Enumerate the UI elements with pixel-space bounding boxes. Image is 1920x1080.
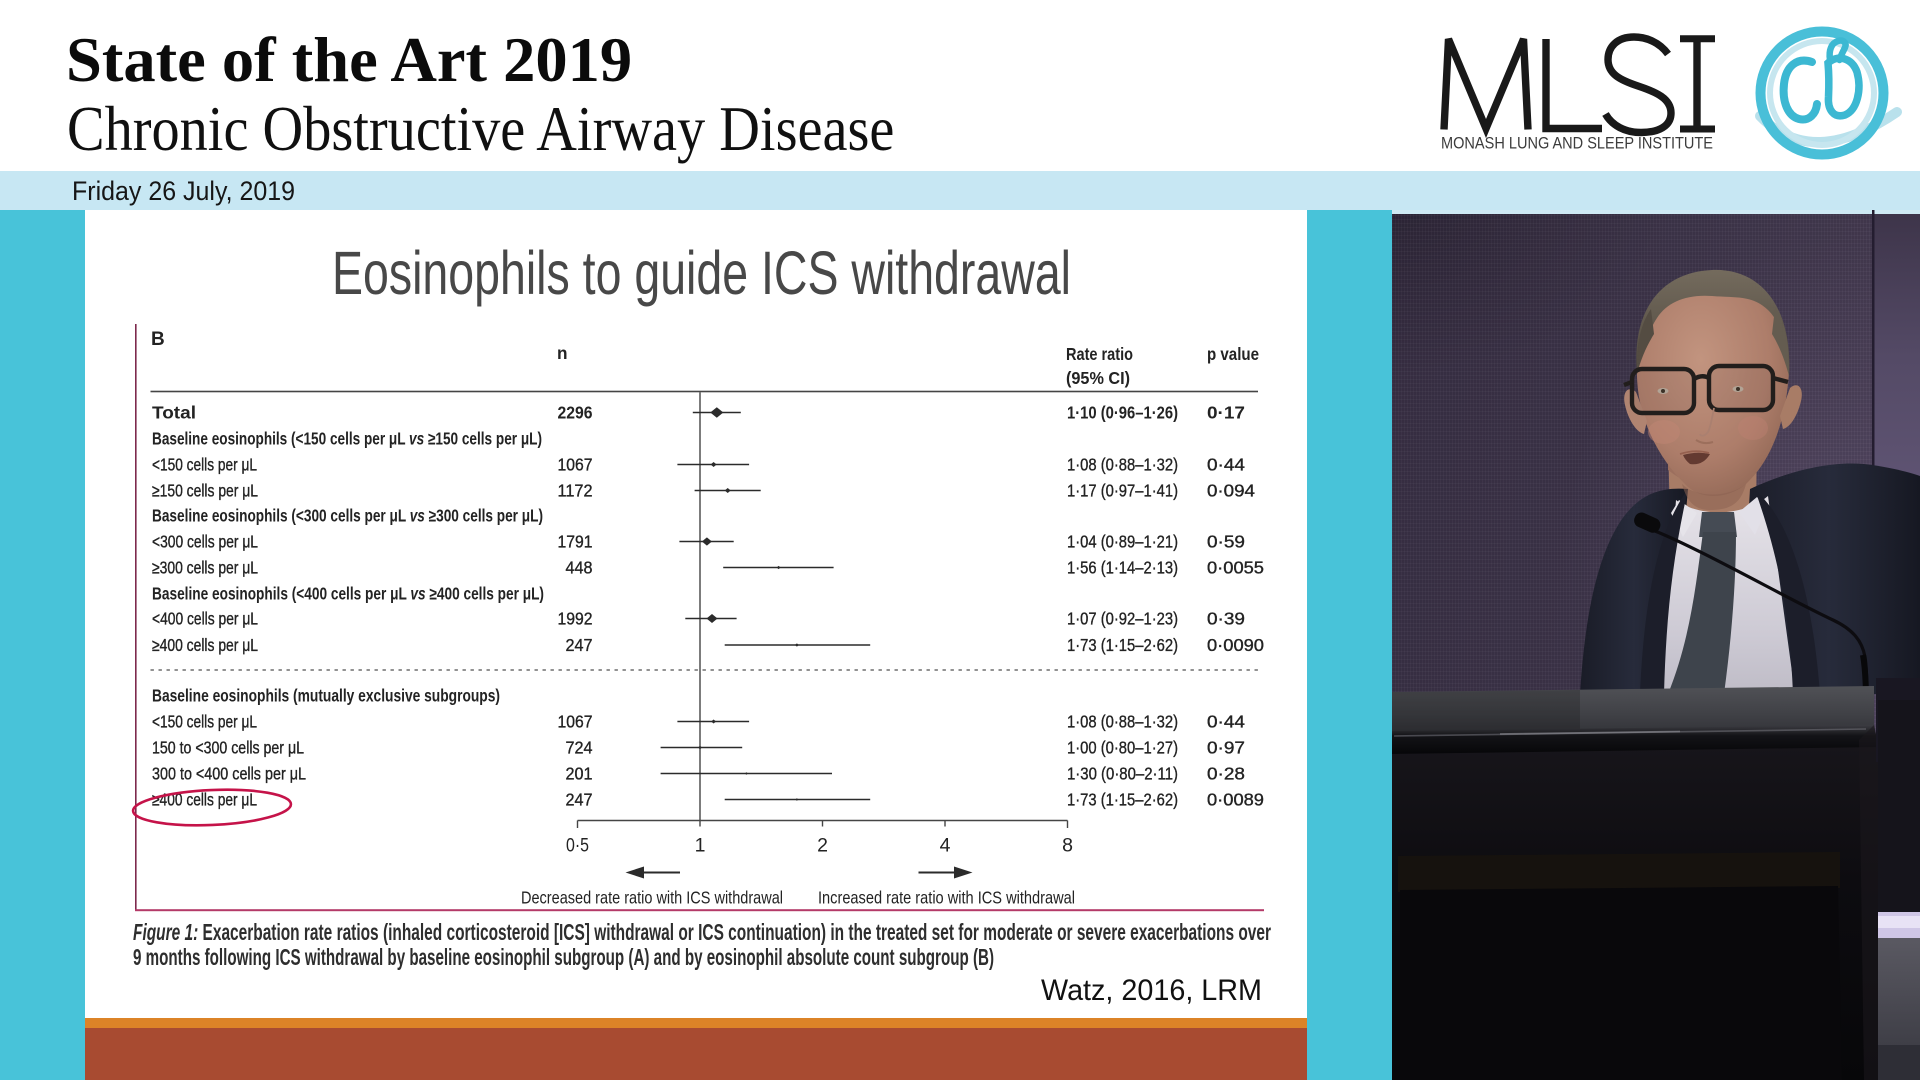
- svg-text:8: 8: [1062, 835, 1073, 857]
- svg-text:Baseline eosinophils (mutually: Baseline eosinophils (mutually exclusive…: [152, 686, 500, 706]
- svg-text:0·59: 0·59: [1207, 532, 1245, 552]
- svg-text:1·73 (1·15–2·62): 1·73 (1·15–2·62): [1067, 790, 1178, 810]
- svg-text:<400 cells per μL: <400 cells per μL: [152, 609, 258, 629]
- svg-text:0·0090: 0·0090: [1207, 635, 1264, 655]
- svg-text:1·00 (0·80–1·27): 1·00 (0·80–1·27): [1067, 738, 1178, 758]
- svg-text:≥400 cells per μL: ≥400 cells per μL: [152, 635, 258, 655]
- svg-text:0·5: 0·5: [566, 835, 589, 857]
- svg-text:Baseline eosinophils (<150 cel: Baseline eosinophils (<150 cells per μL …: [152, 429, 542, 449]
- svg-text:1067: 1067: [558, 712, 593, 732]
- svg-text:Increased rate ratio with ICS: Increased rate ratio with ICS withdrawal: [818, 888, 1075, 908]
- svg-text:Eosinophils to guide ICS withd: Eosinophils to guide ICS withdrawal: [332, 239, 1071, 307]
- svg-text:1·04 (0·89–1·21): 1·04 (0·89–1·21): [1067, 532, 1178, 552]
- svg-text:1992: 1992: [558, 609, 593, 629]
- svg-text:724: 724: [566, 738, 593, 758]
- svg-text:300 to <400 cells per μL: 300 to <400 cells per μL: [152, 764, 306, 784]
- svg-text:150 to <300 cells per μL: 150 to <300 cells per μL: [152, 738, 304, 758]
- svg-text:<300 cells per μL: <300 cells per μL: [152, 532, 258, 552]
- svg-text:1·56 (1·14–2·13): 1·56 (1·14–2·13): [1067, 558, 1178, 578]
- svg-text:2: 2: [817, 835, 828, 857]
- svg-text:1·08 (0·88–1·32): 1·08 (0·88–1·32): [1067, 455, 1178, 475]
- svg-text:≥300 cells per μL: ≥300 cells per μL: [152, 558, 258, 578]
- svg-text:Baseline eosinophils (<400 cel: Baseline eosinophils (<400 cells per μL …: [152, 584, 544, 604]
- svg-text:Total: Total: [152, 403, 196, 423]
- svg-text:Rate ratio: Rate ratio: [1066, 344, 1133, 364]
- svg-text:0·094: 0·094: [1207, 481, 1255, 501]
- svg-text:0·0055: 0·0055: [1207, 558, 1264, 578]
- svg-text:<150 cells per μL: <150 cells per μL: [152, 455, 257, 475]
- svg-text:9 months following ICS withdra: 9 months following ICS withdrawal by bas…: [133, 944, 994, 970]
- svg-text:<150 cells per μL: <150 cells per μL: [152, 712, 257, 732]
- svg-text:247: 247: [566, 635, 593, 655]
- svg-text:(95% CI): (95% CI): [1066, 368, 1130, 388]
- svg-text:p value: p value: [1207, 344, 1259, 364]
- svg-text:1·08 (0·88–1·32): 1·08 (0·88–1·32): [1067, 712, 1178, 732]
- svg-text:1·17 (0·97–1·41): 1·17 (0·97–1·41): [1067, 481, 1178, 501]
- svg-text:2296: 2296: [558, 403, 593, 423]
- svg-text:0·97: 0·97: [1207, 738, 1245, 758]
- svg-text:1067: 1067: [558, 455, 593, 475]
- svg-text:1·07 (0·92–1·23): 1·07 (0·92–1·23): [1067, 609, 1178, 629]
- svg-text:Decreased rate ratio with ICS: Decreased rate ratio with ICS withdrawal: [521, 888, 783, 908]
- svg-text:247: 247: [566, 790, 593, 810]
- svg-text:0·28: 0·28: [1207, 764, 1245, 784]
- svg-text:Watz, 2016, LRM: Watz, 2016, LRM: [1041, 974, 1262, 1007]
- svg-text:MONASH LUNG AND SLEEP INSTITUT: MONASH LUNG AND SLEEP INSTITUTE: [1441, 135, 1713, 153]
- svg-text:1172: 1172: [558, 481, 593, 501]
- svg-text:1·30 (0·80–2·11): 1·30 (0·80–2·11): [1067, 764, 1178, 784]
- svg-text:1: 1: [695, 835, 706, 857]
- svg-text:4: 4: [940, 835, 951, 857]
- svg-text:0·44: 0·44: [1207, 455, 1245, 475]
- svg-text:1·73 (1·15–2·62): 1·73 (1·15–2·62): [1067, 635, 1178, 655]
- svg-text:0·17: 0·17: [1207, 403, 1245, 423]
- svg-text:n: n: [557, 343, 568, 363]
- svg-text:448: 448: [566, 558, 593, 578]
- svg-text:0·0089: 0·0089: [1207, 790, 1264, 810]
- svg-text:1·10 (0·96–1·26): 1·10 (0·96–1·26): [1067, 403, 1178, 423]
- svg-text:≥400 cells per μL: ≥400 cells per μL: [152, 790, 257, 810]
- svg-text:201: 201: [566, 764, 593, 784]
- svg-text:≥150 cells per μL: ≥150 cells per μL: [152, 481, 258, 501]
- svg-text:Figure 1: Exacerbation rate ra: Figure 1: Exacerbation rate ratios (inha…: [133, 919, 1271, 945]
- svg-text:1791: 1791: [558, 532, 593, 552]
- svg-text:0·44: 0·44: [1207, 712, 1245, 732]
- svg-text:0·39: 0·39: [1207, 609, 1245, 629]
- svg-text:Baseline eosinophils (<300 cel: Baseline eosinophils (<300 cells per μL …: [152, 506, 543, 526]
- svg-text:B: B: [151, 329, 165, 350]
